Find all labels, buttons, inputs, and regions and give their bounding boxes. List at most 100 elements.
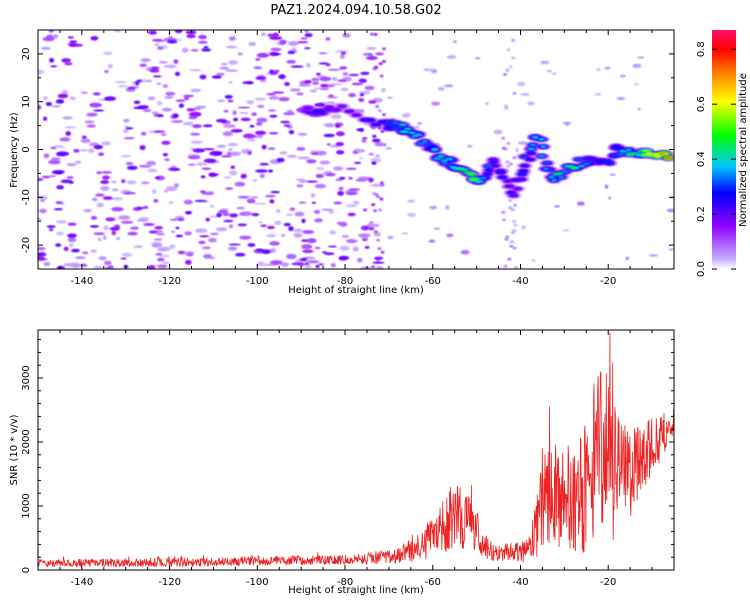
spectrogram-blob xyxy=(501,136,506,140)
spectrogram-blob xyxy=(198,34,207,40)
spectrogram-blob xyxy=(126,127,134,130)
spectrogram-blob xyxy=(415,125,420,129)
spectrogram-blob xyxy=(318,52,326,55)
spectrogram-blob xyxy=(69,96,76,101)
spectrogram-blob xyxy=(293,228,303,233)
spectrogram-blob xyxy=(111,207,124,212)
spectrogram-blob xyxy=(158,246,171,252)
spectrogram-blob xyxy=(474,57,481,60)
spectrogram-blob xyxy=(90,216,98,220)
spectrogram-blob xyxy=(314,246,321,250)
spectrogram-blob xyxy=(247,151,252,155)
spectrogram-blob xyxy=(594,159,601,162)
spectrogram-blob xyxy=(106,218,114,221)
spectrogram-blob xyxy=(255,169,268,173)
spectrogram-blob xyxy=(297,156,311,160)
spectrogram-blob xyxy=(313,87,322,90)
spectrogram-blob xyxy=(162,153,168,157)
spectrogram-blob xyxy=(318,263,325,266)
spectrogram-blob xyxy=(337,191,345,196)
spectrogram-blob xyxy=(280,233,286,238)
spectrogram-blob xyxy=(274,220,282,226)
spectrogram-blob xyxy=(271,53,282,56)
spectrogram-y-label: Frequency (Hz) xyxy=(9,112,20,188)
x-tick-label: -140 xyxy=(71,276,94,287)
spectrogram-blob xyxy=(228,148,233,152)
spectrogram-blob xyxy=(373,256,384,260)
spectrogram-blob xyxy=(92,197,98,202)
spectrogram-blob xyxy=(247,199,256,203)
spectrogram-blob xyxy=(146,160,157,166)
spectrogram-blob xyxy=(49,57,55,63)
spectrogram-blob xyxy=(90,36,99,41)
spectrogram-blob xyxy=(41,47,51,50)
spectrogram-blob xyxy=(42,36,55,42)
spectrogram-blob xyxy=(287,41,299,46)
spectrogram-blob xyxy=(392,121,400,125)
spectrogram-blob xyxy=(239,235,252,240)
spectrogram-blob xyxy=(269,248,276,254)
spectrogram-blob xyxy=(344,110,354,113)
spectrogram-blob xyxy=(67,222,77,226)
colorbar-label: Normalized spectral amplitude xyxy=(738,73,749,227)
spectrogram-blob xyxy=(619,149,628,153)
spectrogram-blob xyxy=(327,68,341,71)
spectrogram-blob xyxy=(304,30,309,33)
spectrogram-blob xyxy=(332,76,338,82)
spectrogram-blob xyxy=(429,205,438,210)
spectrogram-blob xyxy=(233,117,239,122)
spectrogram-blob xyxy=(348,73,360,77)
spectrogram-blob xyxy=(49,228,54,232)
spectrogram-blob xyxy=(218,209,229,214)
spectrogram-blob xyxy=(83,91,88,94)
spectrogram-blob xyxy=(173,59,179,64)
spectrogram-blob xyxy=(506,142,511,145)
spectrogram-blob xyxy=(301,244,313,250)
spectrogram-blob xyxy=(604,184,609,189)
spectrogram-blob xyxy=(319,87,330,91)
spectrogram-blob xyxy=(141,131,147,136)
spectrogram-blob xyxy=(284,124,290,127)
spectrogram-blob xyxy=(56,231,64,236)
spectrogram-blob xyxy=(225,69,238,72)
spectrogram-blob xyxy=(100,180,110,184)
spectrogram-blob xyxy=(165,91,176,96)
spectrogram-blob xyxy=(311,77,320,82)
spectrogram-blob xyxy=(153,199,159,203)
spectrogram-blob xyxy=(305,180,319,183)
spectrogram-blob xyxy=(159,254,171,258)
spectrogram-blob xyxy=(237,223,248,227)
spectrogram-blob xyxy=(301,218,306,224)
spectrogram-blob xyxy=(274,69,280,73)
spectrogram-blob xyxy=(123,137,135,140)
spectrogram-blob xyxy=(304,262,309,265)
spectrogram-blob xyxy=(268,95,279,100)
spectrogram-blob xyxy=(190,49,199,52)
spectrogram-blob xyxy=(269,199,275,204)
spectrogram-blob xyxy=(364,245,370,249)
spectrogram-blob xyxy=(437,86,445,91)
spectrogram-blob xyxy=(126,165,138,170)
spectrogram-blob xyxy=(143,223,155,226)
spectrogram-blob xyxy=(236,206,245,210)
spectrogram-blob xyxy=(224,95,233,99)
spectrogram-blob xyxy=(269,69,274,74)
spectrogram-blob xyxy=(50,105,61,108)
spectrogram-blob xyxy=(168,244,176,249)
spectrogram-blob xyxy=(79,149,89,152)
spectrogram-blob xyxy=(310,193,316,198)
spectrogram-blob xyxy=(181,47,189,53)
spectrogram-blob xyxy=(421,140,428,143)
colorbar-tick-label: 0.6 xyxy=(696,96,707,112)
spectrogram-blob xyxy=(228,60,239,65)
spectrogram-blob xyxy=(261,249,271,254)
spectrogram-blob xyxy=(53,145,65,148)
colorbar-tick-label: 0.8 xyxy=(696,41,707,57)
spectrogram-blob xyxy=(222,131,233,137)
spectrogram-blob xyxy=(154,43,160,47)
spectrogram-blob xyxy=(228,243,241,246)
spectrogram-blob xyxy=(297,41,309,44)
spectrogram-blob xyxy=(254,97,267,101)
spectrogram-blob xyxy=(446,233,454,238)
spectrogram-blob xyxy=(373,209,377,213)
